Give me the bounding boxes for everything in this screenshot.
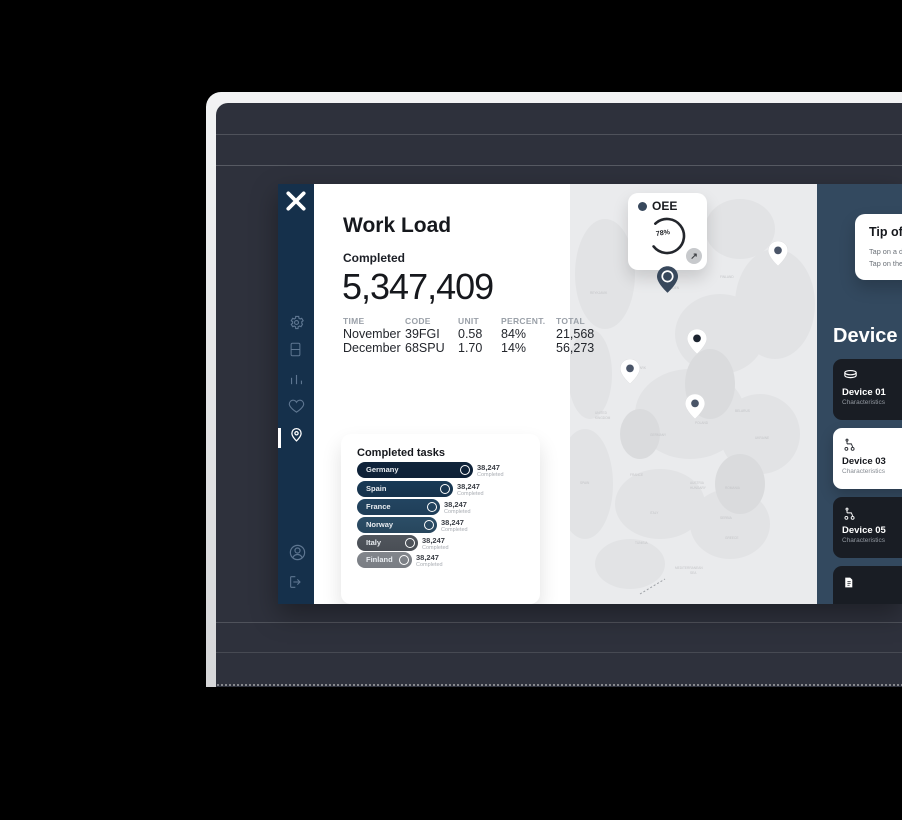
svg-text:GERMANY: GERMANY — [650, 433, 667, 437]
svg-text:ROMANIA: ROMANIA — [725, 486, 741, 490]
svg-text:BELARUS: BELARUS — [735, 409, 750, 413]
svg-text:UKRAINE: UKRAINE — [755, 436, 769, 440]
svg-text:REYKJAVIK: REYKJAVIK — [590, 291, 608, 295]
svg-text:ITALY: ITALY — [650, 511, 659, 515]
svg-text:SERBIA: SERBIA — [720, 516, 733, 520]
svg-text:SPAIN: SPAIN — [580, 481, 590, 485]
svg-text:FINLAND: FINLAND — [720, 275, 734, 279]
svg-text:TUNISIA: TUNISIA — [635, 541, 648, 545]
svg-text:GREECE: GREECE — [725, 536, 738, 540]
svg-text:POLAND: POLAND — [695, 421, 709, 425]
svg-text:FRANCE: FRANCE — [630, 473, 643, 477]
